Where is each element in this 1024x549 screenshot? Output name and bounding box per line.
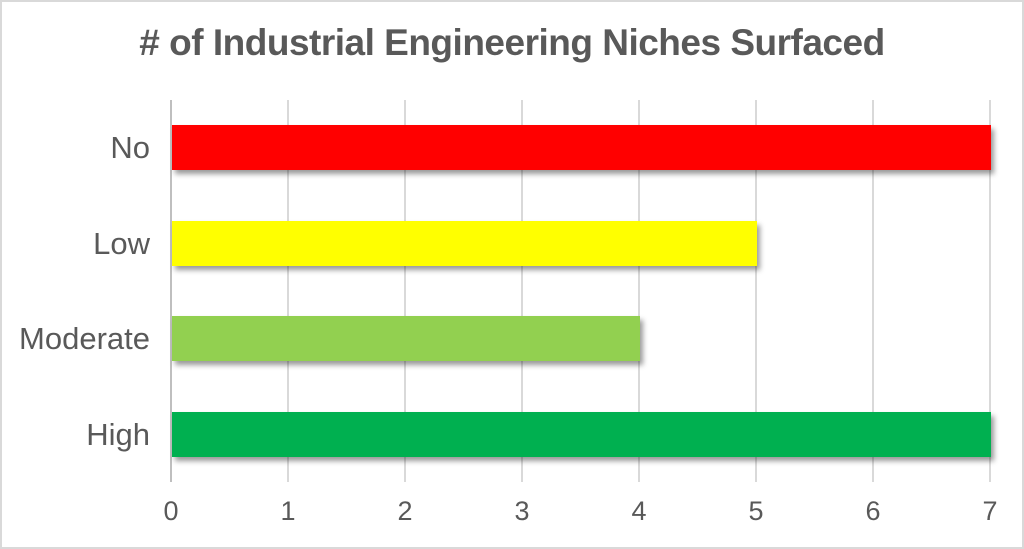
category-label: High <box>86 417 150 452</box>
x-tick-label: 4 <box>631 496 647 526</box>
chart-title: # of Industrial Engineering Niches Surfa… <box>139 22 885 63</box>
x-tick-label: 1 <box>280 496 296 526</box>
gridline <box>521 100 523 482</box>
gridline <box>872 100 874 482</box>
bar-low <box>172 221 757 266</box>
category-label: Low <box>93 226 150 261</box>
gridline <box>638 100 640 482</box>
x-tick-label: 2 <box>397 496 413 526</box>
x-tick-label: 6 <box>865 496 881 526</box>
category-label: Moderate <box>19 321 150 356</box>
gridline <box>404 100 406 482</box>
x-tick-label: 3 <box>514 496 530 526</box>
gridline <box>989 100 991 482</box>
x-tick-label: 0 <box>163 496 179 526</box>
gridline <box>287 100 289 482</box>
x-tick-label: 5 <box>748 496 764 526</box>
category-label: No <box>110 130 150 165</box>
x-tick-label: 7 <box>982 496 998 526</box>
bar-moderate <box>172 316 640 361</box>
bar-no <box>172 125 991 170</box>
category-axis-line <box>170 100 172 482</box>
gridline <box>755 100 757 482</box>
bar-high <box>172 412 991 457</box>
